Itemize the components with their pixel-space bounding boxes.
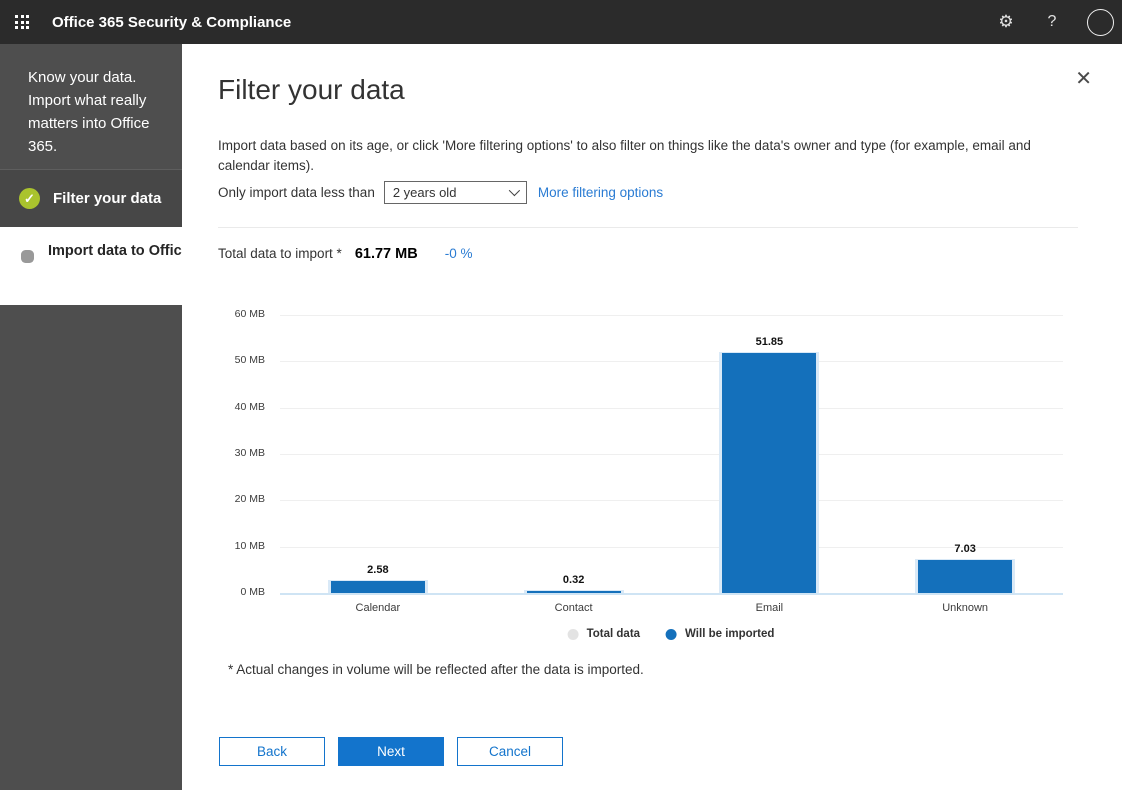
wizard-buttons: Back Next Cancel: [219, 737, 563, 766]
close-icon[interactable]: ✕: [1075, 68, 1092, 90]
legend-item: Will be imported: [666, 628, 774, 640]
cancel-button[interactable]: Cancel: [457, 737, 563, 766]
wizard-step-label: Import data to Office 365: [48, 243, 219, 259]
pending-step-icon: [21, 250, 34, 263]
gridline: [280, 361, 1063, 363]
settings-gear-icon[interactable]: ⚙: [995, 12, 1017, 32]
app-title: Office 365 Security & Compliance: [52, 13, 292, 31]
legend-label: Will be imported: [685, 628, 775, 640]
gridline: [280, 454, 1063, 455]
chart-legend: Total data Will be imported: [567, 628, 774, 640]
age-filter-row: Only import data less than 2 years old M…: [218, 178, 663, 206]
age-filter-label: Only import data less than: [218, 184, 375, 200]
page-description: Import data based on its age, or click '…: [218, 138, 1031, 173]
bar-value-label: 0.32: [562, 574, 585, 586]
category-label: Calendar: [355, 602, 401, 614]
section-divider: [218, 227, 1078, 228]
legend-label: Total data: [586, 628, 641, 640]
imported-data-bar: [722, 353, 817, 593]
back-button[interactable]: Back: [219, 737, 325, 766]
total-data-row: Total data to import * 61.77 MB -0 %: [218, 246, 472, 262]
wizard-step-label: Filter your data: [53, 190, 162, 207]
filter-your-data-panel: ✕ Filter your data Import data based on …: [182, 44, 1122, 790]
topbar: Office 365 Security & Compliance ⚙ ?: [0, 0, 1122, 44]
gridline: [280, 407, 1063, 409]
category-label: Contact: [554, 602, 593, 614]
gridline: [280, 546, 1063, 548]
gridline: [280, 500, 1063, 502]
wizard-sidebar: Know your data. Import what really matte…: [0, 44, 218, 790]
gridline: [280, 315, 1063, 316]
wizard-step-import-data[interactable]: Import data to Office 365: [0, 227, 218, 305]
age-dropdown[interactable]: 2 years old: [383, 180, 527, 204]
chevron-down-icon: [508, 184, 520, 197]
total-data-label: Total data to import *: [218, 246, 342, 261]
x-axis-line: [280, 593, 1063, 595]
y-axis-tick-label: 60 MB: [234, 308, 265, 320]
bar-value-label: 2.58: [367, 564, 389, 576]
legend-item: Total data: [567, 628, 641, 640]
total-change-value: -0 %: [444, 246, 473, 261]
y-axis-tick-label: 50 MB: [234, 354, 265, 367]
y-axis-tick-label: 30 MB: [234, 447, 265, 459]
app-launcher-icon[interactable]: [0, 0, 44, 44]
y-axis-tick-label: 10 MB: [234, 539, 265, 552]
category-label: Email: [755, 602, 784, 614]
wizard-intro-text: Know your data. Import what really matte…: [28, 69, 150, 155]
bar-value-label: 51.85: [755, 336, 784, 348]
topbar-actions: ⚙ ?: [995, 8, 1122, 36]
chart-footnote: * Actual changes in volume will be refle…: [228, 662, 644, 677]
waffle-grid-icon: [15, 15, 29, 29]
y-axis-tick-label: 40 MB: [234, 400, 265, 413]
more-filtering-options-link[interactable]: More filtering options: [537, 184, 664, 200]
legend-dot-icon: [666, 628, 678, 640]
y-axis-tick-label: 20 MB: [234, 493, 265, 506]
user-avatar[interactable]: [1087, 8, 1114, 36]
next-button[interactable]: Next: [338, 737, 444, 766]
help-icon[interactable]: ?: [1041, 13, 1063, 31]
age-dropdown-value: 2 years old: [392, 184, 457, 200]
total-data-value: 61.77 MB: [354, 246, 418, 262]
page-title: Filter your data: [218, 74, 405, 105]
import-volume-chart: 0 MB 10 MB 20 MB 30 MB 40 MB 50 MB 60 MB 2.58 Ca…: [225, 308, 1063, 618]
category-label: Unknown: [942, 602, 989, 614]
wizard-step-filter-your-data[interactable]: ✓ Filter your data: [0, 169, 182, 227]
legend-dot-icon: [567, 628, 579, 640]
y-axis-tick-label: 0 MB: [240, 586, 265, 598]
bar-value-label: 7.03: [954, 543, 976, 555]
imported-data-bar: [330, 581, 425, 593]
imported-data-bar: [526, 591, 621, 593]
imported-data-bar: [918, 560, 1013, 593]
completed-check-icon: ✓: [19, 188, 40, 209]
